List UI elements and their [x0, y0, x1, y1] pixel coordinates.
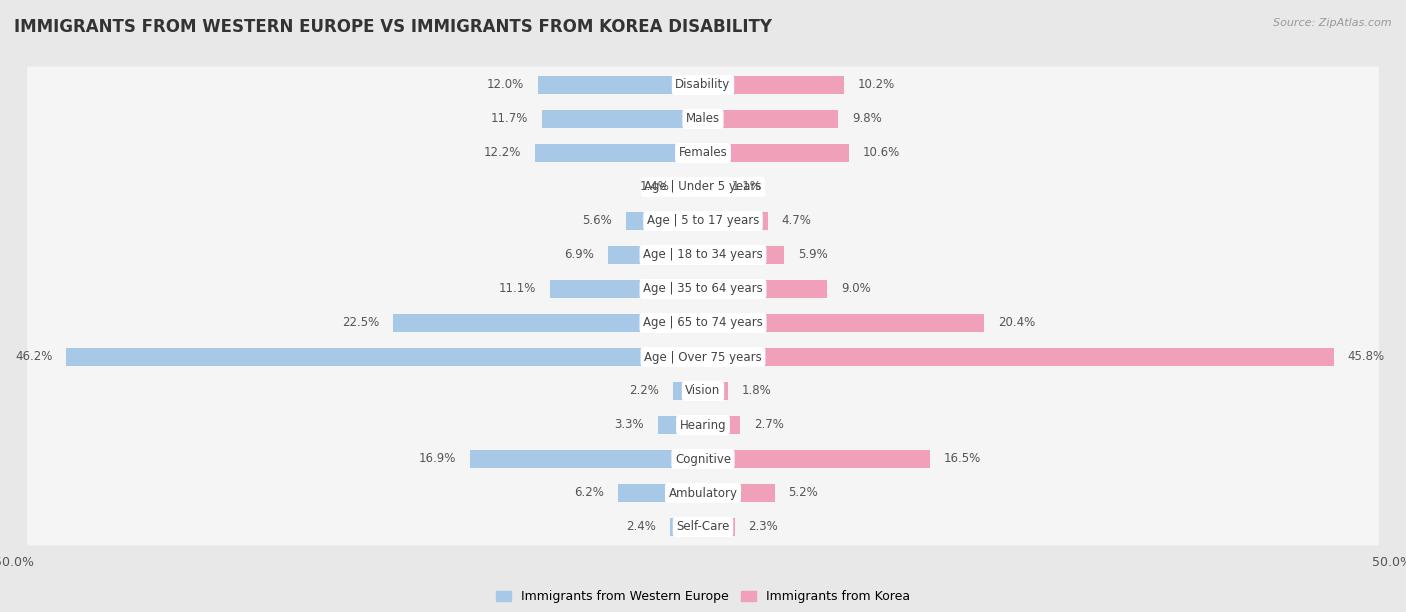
Bar [392, 313, 703, 332]
FancyBboxPatch shape [27, 271, 1379, 307]
Text: Disability: Disability [675, 78, 731, 92]
FancyBboxPatch shape [27, 338, 1379, 376]
Bar [703, 416, 740, 435]
Text: 1.8%: 1.8% [741, 384, 772, 398]
FancyBboxPatch shape [27, 509, 1379, 545]
Text: 3.3%: 3.3% [614, 419, 644, 431]
Text: 5.6%: 5.6% [582, 214, 612, 228]
Text: 22.5%: 22.5% [342, 316, 380, 329]
Text: 2.2%: 2.2% [628, 384, 659, 398]
Text: 1.1%: 1.1% [733, 181, 762, 193]
Text: Age | 18 to 34 years: Age | 18 to 34 years [643, 248, 763, 261]
Text: Vision: Vision [685, 384, 721, 398]
Bar [669, 518, 703, 536]
Bar [470, 450, 703, 468]
Bar [550, 280, 703, 298]
Bar [703, 245, 785, 264]
Text: Males: Males [686, 113, 720, 125]
Text: Age | 65 to 74 years: Age | 65 to 74 years [643, 316, 763, 329]
FancyBboxPatch shape [27, 373, 1379, 409]
Text: Age | 5 to 17 years: Age | 5 to 17 years [647, 214, 759, 228]
Text: 45.8%: 45.8% [1348, 351, 1385, 364]
Bar [541, 110, 703, 129]
Text: Age | Under 5 years: Age | Under 5 years [644, 181, 762, 193]
Text: Females: Females [679, 146, 727, 160]
Text: Source: ZipAtlas.com: Source: ZipAtlas.com [1274, 18, 1392, 28]
Text: 11.7%: 11.7% [491, 113, 529, 125]
FancyBboxPatch shape [27, 168, 1379, 206]
Text: Hearing: Hearing [679, 419, 727, 431]
Text: 1.4%: 1.4% [640, 181, 669, 193]
Bar [617, 483, 703, 502]
FancyBboxPatch shape [27, 304, 1379, 341]
FancyBboxPatch shape [27, 67, 1379, 103]
Text: 16.5%: 16.5% [945, 452, 981, 466]
FancyBboxPatch shape [27, 441, 1379, 477]
Text: 46.2%: 46.2% [15, 351, 52, 364]
Legend: Immigrants from Western Europe, Immigrants from Korea: Immigrants from Western Europe, Immigran… [491, 585, 915, 608]
Text: 6.9%: 6.9% [564, 248, 595, 261]
Text: 6.2%: 6.2% [574, 487, 603, 499]
FancyBboxPatch shape [27, 406, 1379, 444]
Text: IMMIGRANTS FROM WESTERN EUROPE VS IMMIGRANTS FROM KOREA DISABILITY: IMMIGRANTS FROM WESTERN EUROPE VS IMMIGR… [14, 18, 772, 36]
Bar [626, 212, 703, 230]
Text: 4.7%: 4.7% [782, 214, 811, 228]
Text: 20.4%: 20.4% [998, 316, 1035, 329]
Text: 10.2%: 10.2% [858, 78, 894, 92]
FancyBboxPatch shape [27, 203, 1379, 239]
Bar [703, 348, 1334, 367]
Text: 5.2%: 5.2% [789, 487, 818, 499]
Bar [703, 177, 718, 196]
Text: Self-Care: Self-Care [676, 520, 730, 534]
Text: 16.9%: 16.9% [419, 452, 457, 466]
Bar [703, 313, 984, 332]
FancyBboxPatch shape [27, 135, 1379, 171]
Bar [683, 177, 703, 196]
Text: 2.3%: 2.3% [748, 520, 778, 534]
Text: 12.0%: 12.0% [486, 78, 524, 92]
Text: 2.4%: 2.4% [626, 520, 657, 534]
Text: Age | 35 to 64 years: Age | 35 to 64 years [643, 283, 763, 296]
Text: 12.2%: 12.2% [484, 146, 522, 160]
Text: 11.1%: 11.1% [499, 283, 536, 296]
FancyBboxPatch shape [27, 236, 1379, 274]
Text: 2.7%: 2.7% [754, 419, 785, 431]
Bar [703, 280, 827, 298]
Text: Cognitive: Cognitive [675, 452, 731, 466]
Text: 10.6%: 10.6% [863, 146, 900, 160]
Bar [534, 144, 703, 162]
Bar [672, 382, 703, 400]
Bar [703, 144, 849, 162]
Text: 9.0%: 9.0% [841, 283, 870, 296]
Bar [703, 518, 735, 536]
FancyBboxPatch shape [27, 474, 1379, 512]
FancyBboxPatch shape [27, 100, 1379, 138]
Bar [703, 382, 728, 400]
Text: Age | Over 75 years: Age | Over 75 years [644, 351, 762, 364]
Text: Ambulatory: Ambulatory [668, 487, 738, 499]
Bar [703, 212, 768, 230]
Bar [66, 348, 703, 367]
Bar [703, 450, 931, 468]
Bar [703, 110, 838, 129]
Bar [607, 245, 703, 264]
Text: 9.8%: 9.8% [852, 113, 882, 125]
Bar [658, 416, 703, 435]
Text: 5.9%: 5.9% [799, 248, 828, 261]
Bar [703, 483, 775, 502]
Bar [703, 76, 844, 94]
Bar [537, 76, 703, 94]
